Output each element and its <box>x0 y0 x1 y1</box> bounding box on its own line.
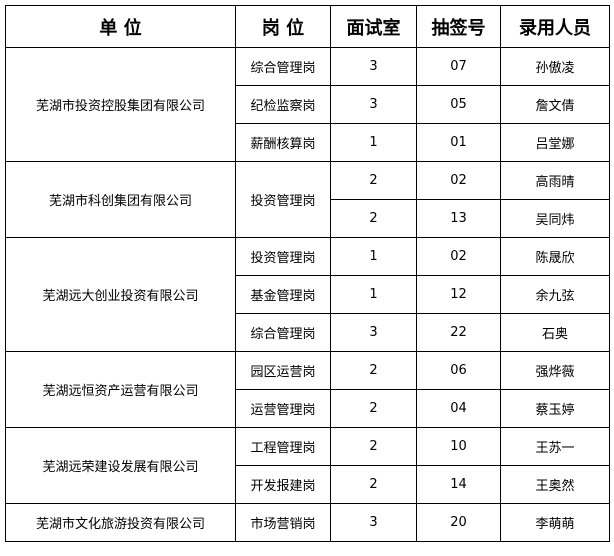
table-row: 芜湖市投资控股集团有限公司 综合管理岗 3 07 孙傲凌 <box>5 47 610 162</box>
room-cell: 2 <box>330 161 417 200</box>
name-cell: 王苏一 <box>500 427 610 466</box>
table-row: 基金管理岗 1 12 余九弦 <box>6 275 610 314</box>
unit-cell: 芜湖市投资控股集团有限公司 <box>5 47 236 162</box>
name-cell: 高雨晴 <box>500 161 610 200</box>
table-row: 2 13 吴同炜 <box>6 199 610 238</box>
room-cell: 3 <box>330 47 417 86</box>
unit-cell: 芜湖远恒资产运营有限公司 <box>5 351 236 428</box>
room-cell: 1 <box>330 275 417 314</box>
name-cell: 强烨薇 <box>500 351 610 390</box>
post-cell: 开发报建岗 <box>235 465 331 504</box>
room-cell: 3 <box>330 503 417 542</box>
hiring-results-table: 单 位 岗 位 面试室 抽签号 录用人员 芜湖市投资控股集团有限公司 综合管理岗 3… <box>5 5 610 542</box>
post-cell: 工程管理岗 <box>235 427 331 466</box>
room-cell: 3 <box>330 313 417 352</box>
number-cell: 13 <box>416 199 501 238</box>
unit-cell: 芜湖市文化旅游投资有限公司 <box>5 503 236 542</box>
table-row: 芜湖远大创业投资有限公司 投资管理岗 1 02 陈晟欣 <box>5 237 610 352</box>
number-cell: 12 <box>416 275 501 314</box>
name-cell: 蔡玉婷 <box>500 389 610 428</box>
table-row: 综合管理岗 3 22 石奥 <box>6 313 610 352</box>
name-cell: 李萌萌 <box>500 503 610 542</box>
number-cell: 14 <box>416 465 501 504</box>
header-unit: 单 位 <box>5 5 236 48</box>
table-row: 纪检监察岗 3 05 詹文倩 <box>6 85 610 124</box>
room-cell: 1 <box>330 123 417 162</box>
header-number: 抽签号 <box>416 5 501 48</box>
unit-cell: 芜湖市科创集团有限公司 <box>5 161 236 238</box>
number-cell: 02 <box>416 237 501 276</box>
post-cell: 基金管理岗 <box>235 275 331 314</box>
post-cell: 纪检监察岗 <box>235 85 331 124</box>
post-cell: 投资管理岗 <box>235 237 331 276</box>
name-cell: 余九弦 <box>500 275 610 314</box>
number-cell: 06 <box>416 351 501 390</box>
number-cell: 10 <box>416 427 501 466</box>
name-cell: 吕堂娜 <box>500 123 610 162</box>
number-cell: 20 <box>416 503 501 542</box>
table-row: 芜湖远荣建设发展有限公司 工程管理岗 2 10 王苏一 <box>5 427 610 504</box>
header-room: 面试室 <box>330 5 417 48</box>
header-name: 录用人员 <box>500 5 610 48</box>
name-cell: 詹文倩 <box>500 85 610 124</box>
room-cell: 2 <box>330 389 417 428</box>
room-cell: 2 <box>330 427 417 466</box>
post-cell: 园区运营岗 <box>235 351 331 390</box>
number-cell: 02 <box>416 161 501 200</box>
room-cell: 2 <box>330 199 417 238</box>
table-row: 运营管理岗 2 04 蔡玉婷 <box>6 389 610 428</box>
unit-cell: 芜湖远荣建设发展有限公司 <box>5 427 236 504</box>
table-row: 薪酬核算岗 1 01 吕堂娜 <box>6 123 610 162</box>
name-cell: 石奥 <box>500 313 610 352</box>
table-row: 芜湖市文化旅游投资有限公司 市场营销岗 3 20 李萌萌 <box>5 503 610 542</box>
number-cell: 07 <box>416 47 501 86</box>
name-cell: 孙傲凌 <box>500 47 610 86</box>
post-cell: 运营管理岗 <box>235 389 331 428</box>
name-cell: 陈晟欣 <box>500 237 610 276</box>
room-cell: 1 <box>330 237 417 276</box>
name-cell: 王奥然 <box>500 465 610 504</box>
table-row: 芜湖市科创集团有限公司 投资管理岗 2 02 高雨晴 <box>5 161 610 238</box>
post-cell: 投资管理岗 <box>235 161 331 238</box>
table-row: 芜湖远恒资产运营有限公司 园区运营岗 2 06 强烨薇 <box>5 351 610 428</box>
number-cell: 05 <box>416 85 501 124</box>
header-post: 岗 位 <box>235 5 331 48</box>
post-cell: 综合管理岗 <box>235 47 331 86</box>
room-cell: 2 <box>330 351 417 390</box>
header-row: 单 位 岗 位 面试室 抽签号 录用人员 <box>5 5 610 48</box>
table-row: 开发报建岗 2 14 王奥然 <box>6 465 610 504</box>
room-cell: 2 <box>330 465 417 504</box>
room-cell: 3 <box>330 85 417 124</box>
unit-cell: 芜湖远大创业投资有限公司 <box>5 237 236 352</box>
post-cell: 综合管理岗 <box>235 313 331 352</box>
post-cell: 市场营销岗 <box>235 503 331 542</box>
number-cell: 01 <box>416 123 501 162</box>
post-cell: 薪酬核算岗 <box>235 123 331 162</box>
number-cell: 04 <box>416 389 501 428</box>
number-cell: 22 <box>416 313 501 352</box>
name-cell: 吴同炜 <box>500 199 610 238</box>
